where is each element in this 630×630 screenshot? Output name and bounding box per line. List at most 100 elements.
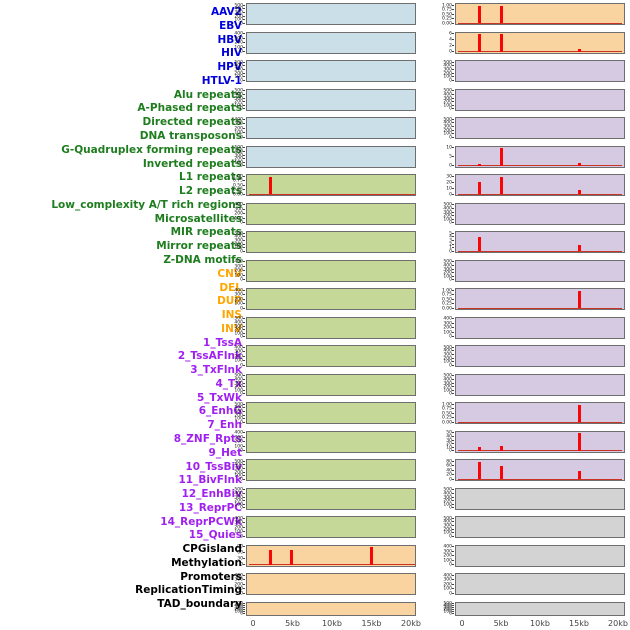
y-tick-label: 0 <box>240 334 243 340</box>
y-tick-mark <box>243 464 245 466</box>
y-tick-label: 100 <box>234 244 243 250</box>
baseline <box>458 51 622 53</box>
y-tick-mark <box>243 592 245 594</box>
spike-bar <box>478 163 482 166</box>
y-tick-label: 300 <box>234 323 243 329</box>
y-tick-mark <box>243 407 245 409</box>
row-label-6_EnhG: 6_EnhG <box>198 405 242 418</box>
row-label-10_TssBiv: 10_TssBiv <box>185 460 242 473</box>
x-axis-tick-label-right: 5kb <box>493 618 509 628</box>
y-tick-label: 0 <box>449 611 452 617</box>
row-label-7_Enh: 7_Enh <box>207 419 242 432</box>
y-tick-label: 400 <box>234 148 243 154</box>
y-tick-mark <box>452 609 454 611</box>
row-label-Low_complexity A/T rich regions: Low_complexity A/T rich regions <box>51 198 242 211</box>
y-tick-mark <box>243 329 245 331</box>
y-tick-label: 0.00 <box>441 305 452 311</box>
y-tick-mark <box>243 69 245 70</box>
y-tick-label: 0 <box>240 611 243 617</box>
y-tick-label: 300 <box>234 121 243 127</box>
y-tick-mark <box>243 12 245 13</box>
y-tick-mark <box>452 187 454 189</box>
y-tick-label: 400 <box>443 262 452 268</box>
y-tick-label: 300 <box>234 152 243 158</box>
y-tick-label: 0 <box>449 362 452 368</box>
y-tick-mark <box>452 45 454 47</box>
y-tick-mark <box>452 65 454 67</box>
y-tick-mark <box>243 270 245 272</box>
y-tick-mark <box>452 336 454 338</box>
y-tick-label: 500 <box>443 373 452 379</box>
y-tick-mark <box>452 22 454 24</box>
y-tick-label: 200 <box>443 98 452 104</box>
y-tick-mark <box>452 579 454 581</box>
y-tick-label: 100 <box>234 301 243 307</box>
y-tick-mark <box>452 386 454 388</box>
y-tick-mark <box>452 218 454 220</box>
y-tick-mark <box>243 104 245 106</box>
y-tick-mark <box>452 588 454 590</box>
y-tick-label: 0 <box>449 77 452 83</box>
y-tick-label: 100 <box>234 330 243 336</box>
spike-bar <box>478 33 482 52</box>
y-tick-label: 300 <box>234 206 243 212</box>
y-tick-label: 1.00 <box>441 2 452 8</box>
y-tick-label: 0 <box>449 163 452 169</box>
y-tick-label: 50 <box>446 430 452 436</box>
y-tick-mark <box>243 471 245 473</box>
y-tick-label: 200 <box>234 383 243 389</box>
y-tick-label: 200 <box>443 325 452 331</box>
y-tick-label: 5 <box>449 230 452 236</box>
y-tick-label: 100 <box>234 609 243 615</box>
y-tick-mark <box>243 261 245 263</box>
row-label-8_ZNF_Rpts: 8_ZNF_Rpts <box>173 432 242 445</box>
y-tick-mark <box>452 97 454 99</box>
y-tick-mark <box>243 375 245 377</box>
y-tick-label: 2 <box>449 241 452 247</box>
y-tick-mark <box>452 450 454 452</box>
y-tick-label: 400 <box>234 490 243 496</box>
y-tick-label: 300 <box>234 237 243 243</box>
y-tick-mark <box>243 118 245 120</box>
y-tick-label: 300 <box>234 66 243 72</box>
y-tick-label: 300 <box>234 605 243 611</box>
y-tick-mark <box>243 51 245 53</box>
y-tick-label: 100 <box>234 44 243 50</box>
plot-panel-ReplicationTiming <box>455 573 625 596</box>
y-tick-label: 0 <box>449 476 452 482</box>
y-tick-label: 0 <box>240 163 243 169</box>
y-tick-label: 0 <box>449 106 452 112</box>
row-label-AAV2: AAV2 <box>211 6 242 19</box>
y-tick-label: 60 <box>446 463 452 469</box>
y-tick-mark <box>452 421 454 423</box>
y-tick-mark <box>452 603 454 605</box>
y-tick-label: 0.00 <box>441 20 452 26</box>
x-axis-tick-label-left: 0 <box>250 618 256 628</box>
y-tick-label: 400 <box>234 515 243 521</box>
y-tick-mark <box>243 605 245 607</box>
y-tick-label: 10 <box>446 185 452 191</box>
y-tick-label: 500 <box>234 230 243 236</box>
y-tick-label: 200 <box>234 326 243 332</box>
y-tick-mark <box>452 275 454 277</box>
y-tick-label: 200 <box>234 439 243 445</box>
y-tick-label: 0 <box>449 391 452 397</box>
y-tick-label: 0.50 <box>441 296 452 302</box>
y-tick-mark <box>243 382 245 384</box>
row-label-ReplicationTiming: ReplicationTiming <box>135 584 242 597</box>
y-tick-mark <box>243 500 245 502</box>
row-label-14_ReprPCWk: 14_ReprPCWk <box>160 515 242 528</box>
row-label-2_TssAFlnk: 2_TssAFlnk <box>177 350 242 363</box>
y-tick-label: 80 <box>446 458 452 464</box>
row-label-Mirror repeats: Mirror repeats <box>156 240 242 253</box>
y-tick-mark <box>452 607 454 609</box>
y-tick-mark <box>452 357 454 359</box>
y-tick-mark <box>243 450 245 452</box>
plot-panel-G-Quadruplex forming repeats <box>246 288 416 311</box>
y-tick-mark <box>243 213 245 215</box>
y-tick-mark <box>452 469 454 471</box>
y-tick-mark <box>452 446 454 448</box>
y-tick-mark <box>243 93 245 95</box>
plot-panel-HBV <box>246 60 416 83</box>
y-tick-label: 300 <box>234 408 243 414</box>
